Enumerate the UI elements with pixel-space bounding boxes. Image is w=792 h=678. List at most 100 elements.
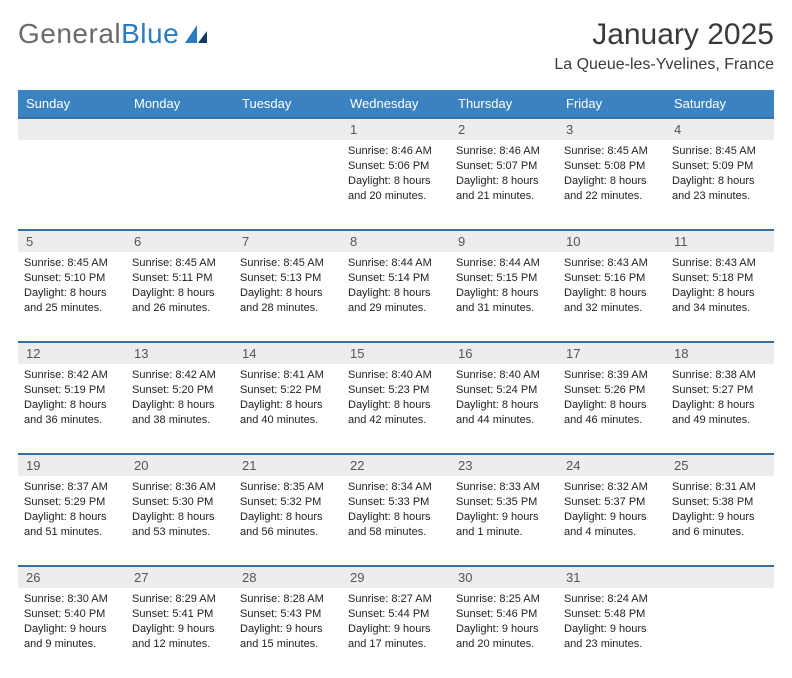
day-number: 12 — [18, 342, 126, 364]
day-cell: Sunrise: 8:27 AMSunset: 5:44 PMDaylight:… — [342, 588, 450, 678]
sunrise-line: Sunrise: 8:33 AM — [456, 480, 552, 495]
sunrise-line: Sunrise: 8:45 AM — [240, 256, 336, 271]
sunset-line: Sunset: 5:48 PM — [564, 607, 660, 622]
daylight-line: Daylight: 9 hoursand 6 minutes. — [672, 510, 768, 540]
week-daynum-row: 262728293031 — [18, 566, 774, 588]
day-cell: Sunrise: 8:45 AMSunset: 5:11 PMDaylight:… — [126, 252, 234, 342]
day-cell: Sunrise: 8:44 AMSunset: 5:15 PMDaylight:… — [450, 252, 558, 342]
daylight-line: Daylight: 8 hoursand 56 minutes. — [240, 510, 336, 540]
day-cell: Sunrise: 8:43 AMSunset: 5:16 PMDaylight:… — [558, 252, 666, 342]
sunrise-line: Sunrise: 8:39 AM — [564, 368, 660, 383]
sunrise-line: Sunrise: 8:45 AM — [24, 256, 120, 271]
week-body-row: Sunrise: 8:30 AMSunset: 5:40 PMDaylight:… — [18, 588, 774, 678]
sunset-line: Sunset: 5:26 PM — [564, 383, 660, 398]
day-number: 25 — [666, 454, 774, 476]
sunset-line: Sunset: 5:30 PM — [132, 495, 228, 510]
sunset-line: Sunset: 5:11 PM — [132, 271, 228, 286]
day-number: 24 — [558, 454, 666, 476]
day-number — [126, 118, 234, 140]
brand-part2: Blue — [121, 18, 179, 50]
day-cell: Sunrise: 8:43 AMSunset: 5:18 PMDaylight:… — [666, 252, 774, 342]
day-cell: Sunrise: 8:45 AMSunset: 5:09 PMDaylight:… — [666, 140, 774, 230]
day-number: 7 — [234, 230, 342, 252]
week-body-row: Sunrise: 8:37 AMSunset: 5:29 PMDaylight:… — [18, 476, 774, 566]
sunrise-line: Sunrise: 8:28 AM — [240, 592, 336, 607]
daylight-line: Daylight: 9 hoursand 1 minute. — [456, 510, 552, 540]
daylight-line: Daylight: 8 hoursand 23 minutes. — [672, 174, 768, 204]
week-daynum-row: 12131415161718 — [18, 342, 774, 364]
day-number: 22 — [342, 454, 450, 476]
daylight-line: Daylight: 9 hoursand 20 minutes. — [456, 622, 552, 652]
day-number: 21 — [234, 454, 342, 476]
day-cell: Sunrise: 8:40 AMSunset: 5:24 PMDaylight:… — [450, 364, 558, 454]
daylight-line: Daylight: 8 hoursand 36 minutes. — [24, 398, 120, 428]
daylight-line: Daylight: 8 hoursand 58 minutes. — [348, 510, 444, 540]
day-cell: Sunrise: 8:33 AMSunset: 5:35 PMDaylight:… — [450, 476, 558, 566]
day-number: 1 — [342, 118, 450, 140]
sunset-line: Sunset: 5:10 PM — [24, 271, 120, 286]
brand-logo: GeneralBlue — [18, 18, 209, 50]
daylight-line: Daylight: 9 hoursand 4 minutes. — [564, 510, 660, 540]
sunset-line: Sunset: 5:35 PM — [456, 495, 552, 510]
week-body-row: Sunrise: 8:46 AMSunset: 5:06 PMDaylight:… — [18, 140, 774, 230]
sunset-line: Sunset: 5:27 PM — [672, 383, 768, 398]
day-cell: Sunrise: 8:45 AMSunset: 5:08 PMDaylight:… — [558, 140, 666, 230]
day-cell — [234, 140, 342, 230]
daylight-line: Daylight: 8 hoursand 21 minutes. — [456, 174, 552, 204]
sunset-line: Sunset: 5:38 PM — [672, 495, 768, 510]
daylight-line: Daylight: 8 hoursand 32 minutes. — [564, 286, 660, 316]
month-title: January 2025 — [554, 18, 774, 52]
day-number: 17 — [558, 342, 666, 364]
week-daynum-row: 567891011 — [18, 230, 774, 252]
day-cell: Sunrise: 8:41 AMSunset: 5:22 PMDaylight:… — [234, 364, 342, 454]
sunset-line: Sunset: 5:33 PM — [348, 495, 444, 510]
daylight-line: Daylight: 8 hoursand 31 minutes. — [456, 286, 552, 316]
daylight-line: Daylight: 8 hoursand 29 minutes. — [348, 286, 444, 316]
day-number: 29 — [342, 566, 450, 588]
day-number — [18, 118, 126, 140]
sunset-line: Sunset: 5:07 PM — [456, 159, 552, 174]
day-cell: Sunrise: 8:36 AMSunset: 5:30 PMDaylight:… — [126, 476, 234, 566]
day-number: 31 — [558, 566, 666, 588]
day-number: 3 — [558, 118, 666, 140]
weekday-header: Wednesday — [342, 90, 450, 118]
sunrise-line: Sunrise: 8:35 AM — [240, 480, 336, 495]
day-number: 18 — [666, 342, 774, 364]
sunset-line: Sunset: 5:18 PM — [672, 271, 768, 286]
day-number: 26 — [18, 566, 126, 588]
day-cell — [126, 140, 234, 230]
week-daynum-row: 1234 — [18, 118, 774, 140]
day-number: 13 — [126, 342, 234, 364]
sunrise-line: Sunrise: 8:44 AM — [348, 256, 444, 271]
header: GeneralBlue January 2025 La Queue-les-Yv… — [18, 18, 774, 80]
day-cell: Sunrise: 8:37 AMSunset: 5:29 PMDaylight:… — [18, 476, 126, 566]
sunrise-line: Sunrise: 8:46 AM — [348, 144, 444, 159]
sunrise-line: Sunrise: 8:24 AM — [564, 592, 660, 607]
day-cell: Sunrise: 8:46 AMSunset: 5:07 PMDaylight:… — [450, 140, 558, 230]
sunset-line: Sunset: 5:13 PM — [240, 271, 336, 286]
day-number: 23 — [450, 454, 558, 476]
day-cell: Sunrise: 8:34 AMSunset: 5:33 PMDaylight:… — [342, 476, 450, 566]
day-number — [234, 118, 342, 140]
day-number: 30 — [450, 566, 558, 588]
day-cell: Sunrise: 8:44 AMSunset: 5:14 PMDaylight:… — [342, 252, 450, 342]
calendar-table: SundayMondayTuesdayWednesdayThursdayFrid… — [18, 90, 774, 678]
sunset-line: Sunset: 5:40 PM — [24, 607, 120, 622]
brand-part1: General — [18, 18, 121, 50]
daylight-line: Daylight: 8 hoursand 38 minutes. — [132, 398, 228, 428]
sunset-line: Sunset: 5:37 PM — [564, 495, 660, 510]
sunrise-line: Sunrise: 8:36 AM — [132, 480, 228, 495]
day-number: 10 — [558, 230, 666, 252]
weekday-header: Saturday — [666, 90, 774, 118]
day-cell: Sunrise: 8:45 AMSunset: 5:10 PMDaylight:… — [18, 252, 126, 342]
week-body-row: Sunrise: 8:45 AMSunset: 5:10 PMDaylight:… — [18, 252, 774, 342]
sunset-line: Sunset: 5:44 PM — [348, 607, 444, 622]
weekday-header: Thursday — [450, 90, 558, 118]
location: La Queue-les-Yvelines, France — [554, 56, 774, 74]
day-cell: Sunrise: 8:42 AMSunset: 5:20 PMDaylight:… — [126, 364, 234, 454]
daylight-line: Daylight: 8 hoursand 49 minutes. — [672, 398, 768, 428]
sunrise-line: Sunrise: 8:41 AM — [240, 368, 336, 383]
daylight-line: Daylight: 8 hoursand 51 minutes. — [24, 510, 120, 540]
day-cell: Sunrise: 8:46 AMSunset: 5:06 PMDaylight:… — [342, 140, 450, 230]
sunrise-line: Sunrise: 8:43 AM — [564, 256, 660, 271]
